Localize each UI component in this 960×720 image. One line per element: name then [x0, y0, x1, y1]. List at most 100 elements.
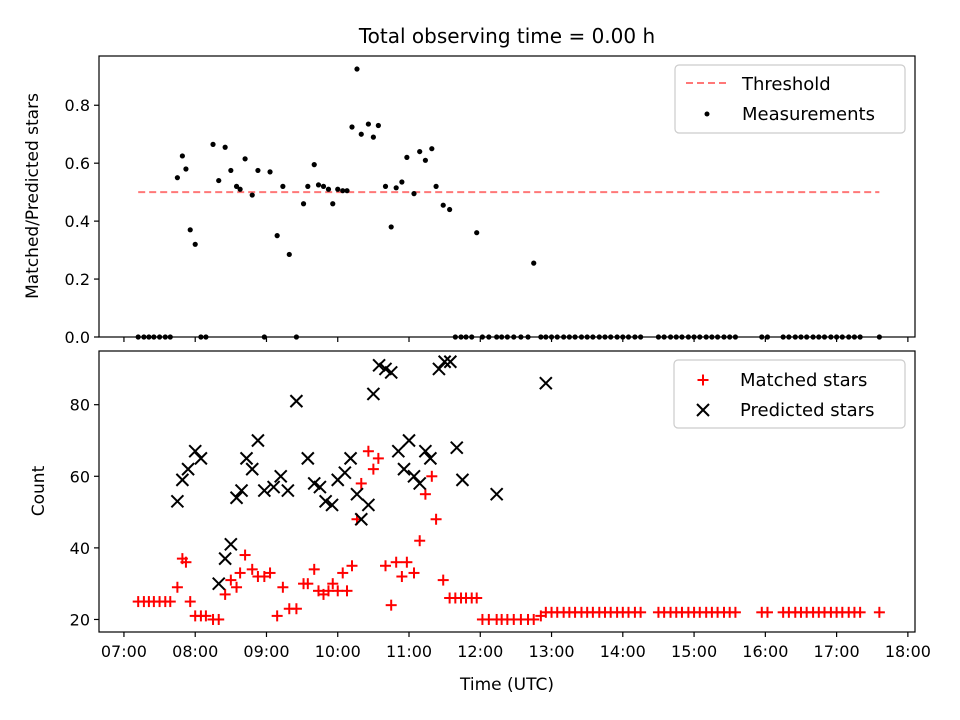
predicted-star-point [266, 480, 281, 494]
legend-predicted-swatch [696, 403, 710, 417]
x-tick-label: 17:00 [814, 642, 860, 661]
measurement-point [311, 162, 317, 168]
matched-star-point [327, 578, 339, 590]
measurement-point [255, 167, 261, 174]
cross-stroke [455, 473, 470, 487]
measurement-point [349, 124, 355, 130]
matched-star-point [258, 571, 270, 583]
measurement-point [183, 166, 189, 172]
cross-stroke [432, 362, 446, 376]
matched-star-point [414, 535, 426, 547]
predicted-star-point [194, 451, 208, 466]
cross-stroke [423, 451, 438, 466]
measurement-point [382, 183, 389, 189]
matched-star-point [419, 488, 431, 500]
measurement-point [192, 241, 198, 247]
predicted-star-point [366, 387, 381, 401]
legend-measurements-label: Measurements [742, 104, 875, 125]
matched-star-point [164, 596, 176, 608]
matched-star-point [401, 556, 413, 568]
predicted-star-point [325, 498, 339, 512]
matched-star-point [337, 567, 349, 579]
predicted-star-point [318, 494, 333, 509]
matched-star-point [854, 606, 866, 618]
measurement-point [237, 186, 243, 192]
ratio-panel: 0.00.20.40.60.8 Matched/Predicted stars … [23, 55, 916, 347]
measurement-point [210, 141, 216, 147]
predicted-star-point [372, 358, 386, 373]
cross-stroke [443, 355, 458, 369]
measurement-point [305, 183, 311, 189]
legend-threshold-label: Threshold [741, 74, 831, 95]
x-tick-label: 13:00 [528, 642, 574, 661]
cross-stroke [391, 444, 406, 458]
matched-star-point [390, 556, 402, 568]
x-tick-label: 11:00 [386, 642, 432, 661]
cross-stroke [175, 473, 190, 487]
matched-star-point [264, 567, 276, 579]
matched-star-point [290, 603, 302, 615]
measurement-point [187, 227, 193, 233]
cross-stroke [212, 576, 226, 591]
measurement-point [233, 183, 240, 189]
matched-star-point [729, 606, 741, 618]
count-y-tick-label: 80 [70, 396, 90, 415]
cross-stroke [437, 355, 452, 369]
predicted-star-point [489, 487, 504, 501]
predicted-star-point [407, 469, 421, 483]
cross-stroke [181, 462, 195, 476]
predicted-star-point [350, 487, 364, 501]
ratio-legend-box [674, 64, 906, 134]
matched-stars-points [132, 445, 885, 625]
cross-stroke [450, 440, 464, 455]
matched-star-point [277, 581, 289, 593]
measurement-point [399, 179, 405, 185]
cross-stroke [318, 494, 333, 509]
count-panel: 07:00 08:00 09:00 10:00 11:00 12:00 13:00 14:00… [29, 350, 931, 695]
ratio-legend: Threshold Measurements [674, 64, 906, 134]
measurement-point [429, 146, 435, 152]
cross-stroke [274, 469, 288, 483]
matched-star-point [430, 513, 442, 525]
x-tick-label: 09:00 [243, 642, 289, 661]
predicted-star-point [437, 355, 452, 369]
matched-star-point [355, 477, 367, 489]
matched-star-point [225, 574, 237, 586]
cross-stroke [366, 387, 381, 401]
legend-matched-label: Matched stars [740, 370, 867, 391]
measurement-point [274, 233, 280, 239]
cross-stroke [354, 512, 368, 526]
measurement-point [216, 177, 222, 184]
measurement-point [267, 169, 273, 175]
cross-stroke [266, 480, 281, 494]
ratio-y-tick-label: 0.0 [65, 328, 90, 347]
cross-stroke [224, 537, 238, 552]
matched-star-point [246, 563, 258, 575]
measurement-point [411, 191, 417, 197]
predicted-star-point [301, 451, 315, 466]
predicted-star-point [175, 473, 190, 487]
x-tick-label: 07:00 [101, 642, 147, 661]
predicted-star-point [397, 462, 411, 476]
predicted-star-point [343, 451, 358, 466]
count-y-tick-label: 40 [70, 539, 90, 558]
predicted-star-point [455, 473, 470, 487]
predicted-star-point [432, 362, 446, 376]
predicted-star-point [170, 494, 185, 509]
cross-stroke [418, 444, 433, 458]
measurement-point [340, 188, 346, 194]
chart-title: Total observing time = 0.00 h [358, 24, 655, 48]
cross-stroke [402, 433, 416, 448]
measurement-point [531, 260, 537, 266]
matched-star-point [213, 613, 225, 625]
cross-stroke [313, 480, 327, 494]
legend-measurements-swatch [704, 111, 710, 117]
cross-stroke [281, 483, 295, 498]
matched-star-point [322, 585, 334, 597]
x-tick-label: 14:00 [600, 642, 646, 661]
cross-stroke [350, 487, 364, 501]
bottom-panel-ticks: 07:00 08:00 09:00 10:00 11:00 12:00 13:00 14:00… [70, 396, 931, 661]
count-legend: Matched stars Predicted stars [673, 359, 906, 429]
predicted-star-point [289, 394, 304, 408]
